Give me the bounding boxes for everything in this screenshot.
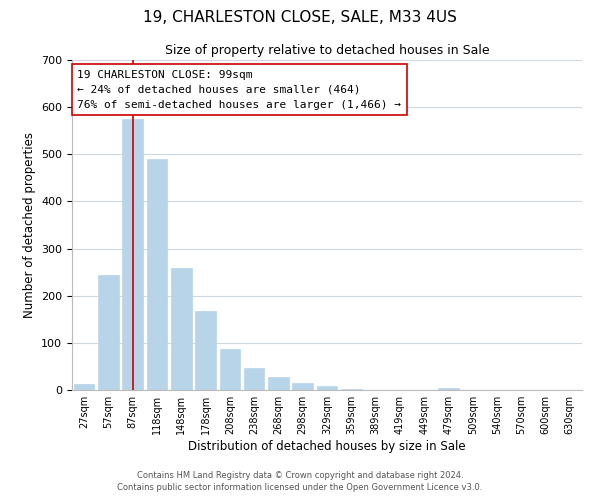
Text: Contains HM Land Registry data © Crown copyright and database right 2024.
Contai: Contains HM Land Registry data © Crown c… — [118, 471, 482, 492]
Bar — [195, 311, 216, 390]
Bar — [438, 388, 459, 390]
Y-axis label: Number of detached properties: Number of detached properties — [23, 132, 35, 318]
X-axis label: Distribution of detached houses by size in Sale: Distribution of detached houses by size … — [188, 440, 466, 453]
Text: 19, CHARLESTON CLOSE, SALE, M33 4US: 19, CHARLESTON CLOSE, SALE, M33 4US — [143, 10, 457, 25]
Bar — [220, 348, 240, 390]
Bar — [317, 386, 337, 390]
Bar — [74, 384, 94, 390]
Bar — [98, 276, 119, 390]
Bar — [268, 378, 289, 390]
Bar — [244, 368, 265, 390]
Title: Size of property relative to detached houses in Sale: Size of property relative to detached ho… — [164, 44, 490, 58]
Bar — [171, 268, 191, 390]
Text: 19 CHARLESTON CLOSE: 99sqm
← 24% of detached houses are smaller (464)
76% of sem: 19 CHARLESTON CLOSE: 99sqm ← 24% of deta… — [77, 70, 401, 110]
Bar — [146, 159, 167, 390]
Bar — [292, 384, 313, 390]
Bar — [122, 119, 143, 390]
Bar — [341, 389, 362, 390]
